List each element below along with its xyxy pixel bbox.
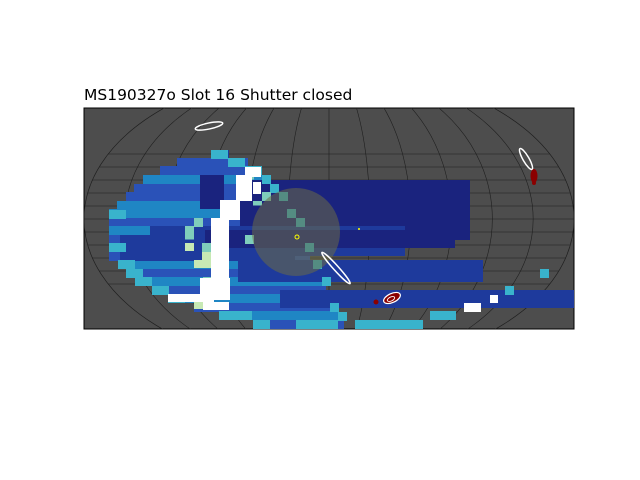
coverage-cell (194, 301, 203, 309)
coverage-cell (245, 167, 261, 177)
coverage-cell (245, 235, 254, 244)
coverage-cell (430, 311, 456, 320)
coverage-cell (262, 175, 271, 184)
coverage-cell (126, 269, 143, 278)
sun-region (252, 188, 340, 276)
coverage-cell (490, 295, 498, 303)
moon-marker (358, 228, 360, 230)
localization-contour (518, 147, 534, 171)
coverage-cell (109, 210, 126, 219)
skymap-probability-blob (532, 181, 536, 185)
overlays (194, 121, 538, 305)
coverage-cell (135, 277, 152, 286)
coverage-cell (270, 184, 279, 193)
coverage-cell (177, 158, 248, 167)
coverage-cell (253, 182, 261, 194)
localization-contour (321, 251, 351, 285)
localization-contour (386, 296, 396, 302)
coverage-cell (253, 320, 270, 329)
coverage-cell (168, 294, 330, 303)
coverage-cell (202, 252, 211, 268)
coverage-cell (296, 320, 338, 329)
coverage-cell (202, 243, 211, 252)
coverage-cell (152, 286, 169, 295)
coverage-cell (185, 243, 194, 251)
coverage-cell (118, 260, 135, 269)
coverage-cell (109, 209, 296, 218)
coverage-cell (160, 166, 262, 175)
coverage-cell (220, 200, 240, 220)
coverage-cell (168, 294, 214, 302)
coverage-cell (540, 269, 549, 278)
coverage-cell (228, 158, 245, 167)
coverage-cell (152, 286, 326, 295)
coverage-cell (505, 286, 514, 295)
coverage-cell (185, 226, 194, 235)
coverage-cell (185, 235, 194, 240)
coverage-cell (262, 192, 271, 201)
coverage-cell (219, 311, 338, 320)
coverage-cell (338, 312, 347, 321)
coverage-cell (236, 175, 252, 201)
coverage-cell (194, 303, 334, 312)
coverage-cell (253, 201, 262, 206)
localization-contour (194, 121, 224, 131)
coverage-cell (464, 303, 481, 312)
coverage-cell (211, 218, 229, 278)
coverage-cell (322, 277, 331, 286)
coverage-cell (203, 302, 229, 310)
pointing-marker (294, 234, 300, 240)
coverage-cell (211, 150, 228, 159)
coverage-cell (355, 320, 423, 329)
coverage-cell (330, 303, 339, 312)
coverage-cell (109, 243, 126, 252)
chart-title: MS190327o Slot 16 Shutter closed (84, 86, 353, 104)
coverage-cell (219, 311, 252, 320)
coverage-cell (109, 218, 300, 227)
skymap-probability-blob (530, 169, 538, 183)
coverage-cell (194, 260, 203, 268)
skymap-probability-blob (373, 299, 379, 305)
coverage-cell (280, 290, 574, 308)
coverage-cell (194, 218, 203, 227)
